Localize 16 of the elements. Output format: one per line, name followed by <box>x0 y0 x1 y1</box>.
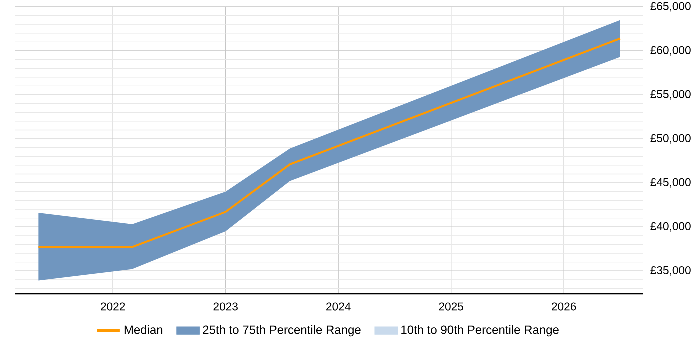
x-tick-label: 2023 <box>214 302 238 311</box>
y-tick-label: £45,000 <box>650 178 691 188</box>
x-tick-label: 2024 <box>326 302 351 311</box>
x-tick-label: 2026 <box>552 302 576 311</box>
x-tick-label: 2025 <box>439 302 464 311</box>
legend-label: Median <box>124 325 163 334</box>
y-tick-label: £40,000 <box>650 222 691 232</box>
y-tick-label: £65,000 <box>650 2 691 12</box>
line-series <box>38 38 622 248</box>
y-tick-label: £50,000 <box>650 134 691 144</box>
x-tick-label: 2022 <box>101 302 126 311</box>
y-tick-label: £55,000 <box>650 90 691 100</box>
legend-label: 10th to 90th Percentile Range <box>402 325 559 337</box>
y-tick-label: £35,000 <box>650 266 691 276</box>
y-tick-label: £60,000 <box>650 46 691 56</box>
legend-label: 25th to 75th Percentile Range <box>203 325 361 337</box>
